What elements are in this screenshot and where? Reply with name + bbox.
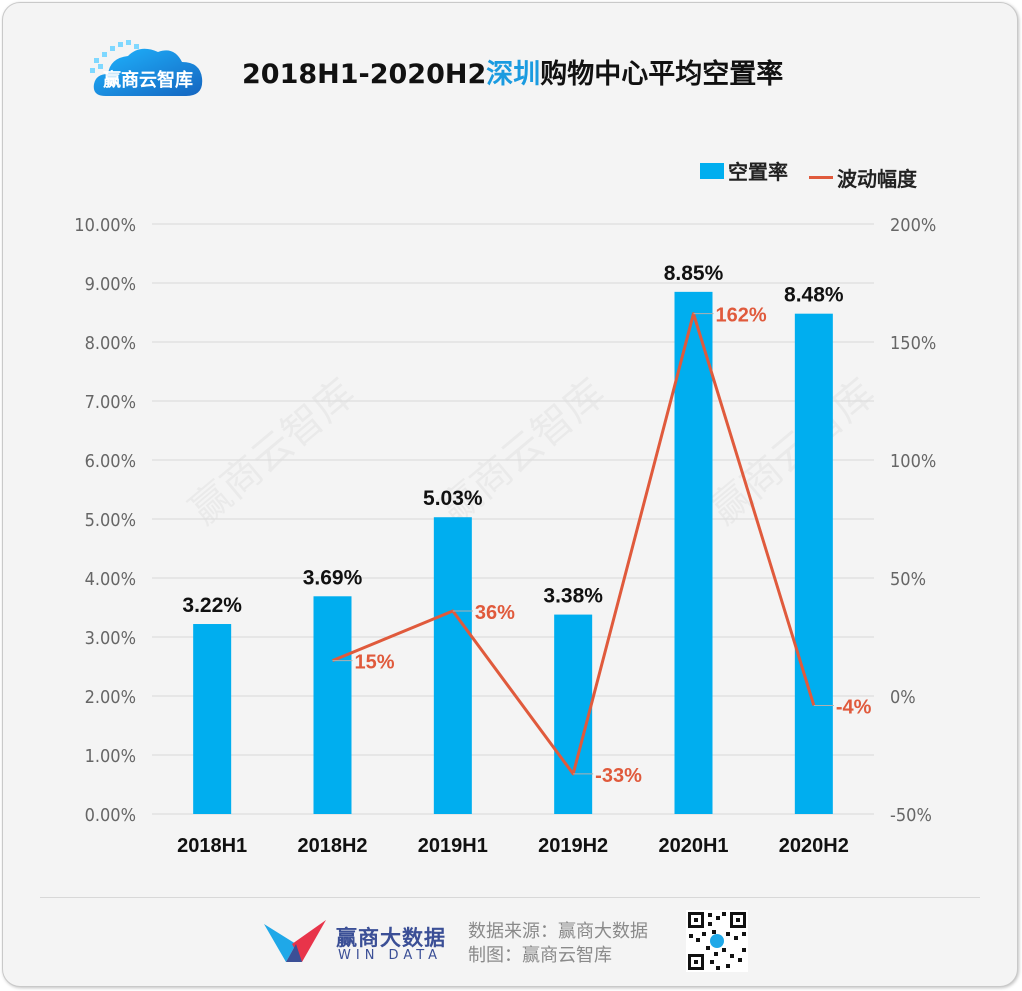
x-tick-label: 2018H1 (177, 835, 247, 857)
windata-logo-icon (264, 920, 326, 962)
line-value-label: -33% (595, 765, 642, 787)
footer-divider (40, 897, 980, 898)
y-left-tick-label: 5.00% (85, 510, 136, 531)
x-tick-label: 2018H2 (297, 835, 367, 857)
y-left-tick-label: 2.00% (85, 687, 136, 708)
bar-value-label: 3.69% (303, 566, 363, 589)
legend: 空置率 波动幅度 (700, 156, 931, 191)
y-left-tick-label: 4.00% (85, 569, 136, 590)
y-right-tick-label: -50% (890, 805, 932, 826)
y-left-tick-label: 6.00% (85, 451, 136, 472)
legend-bar-label: 空置率 (728, 160, 788, 184)
bar (674, 291, 713, 815)
x-tick-label: 2020H1 (658, 835, 728, 857)
qr-code-icon (686, 910, 748, 972)
cloud-logo-icon: 赢商云智库 (90, 40, 203, 96)
legend-item-bar: 空置率 (700, 156, 788, 185)
legend-line-label: 波动幅度 (836, 166, 917, 191)
line-value-label: -4% (836, 696, 872, 718)
footer-source: 数据来源：赢商大数据 制图：赢商云智库 (468, 920, 648, 968)
x-tick-label: 2020H2 (779, 835, 849, 857)
line-layer (331, 312, 834, 776)
y-right-tick-label: 100% (890, 451, 936, 472)
source-text: 数据来源：赢商大数据 (468, 921, 648, 942)
title-highlight: 深圳 (486, 59, 541, 90)
title-part1: 2018H1-2020H2 (242, 59, 487, 90)
y-left-tick-label: 1.00% (85, 746, 136, 767)
x-tick-label: 2019H1 (418, 835, 488, 857)
line-value-label: 15% (355, 652, 395, 674)
line-value-label: 36% (475, 602, 515, 624)
bar-value-label: 8.85% (664, 262, 724, 285)
y-right-tick-label: 200% (890, 215, 936, 236)
bar (554, 614, 593, 814)
legend-line-swatch (808, 175, 833, 179)
y-left-tick-label: 8.00% (85, 333, 136, 354)
logo-text: 赢商云智库 (103, 69, 193, 91)
bar-value-label: 3.38% (543, 585, 603, 608)
line-value-label: 162% (716, 305, 767, 327)
y-left-tick-label: 0.00% (85, 805, 136, 826)
made-by-text: 制图：赢商云智库 (468, 945, 612, 966)
y-left-tick-label: 7.00% (85, 392, 136, 413)
footer-brand-cn: 赢商大数据 (336, 926, 446, 950)
y-right-tick-label: 150% (890, 333, 936, 354)
legend-bar-swatch (700, 162, 724, 179)
y-left-tick-label: 3.00% (85, 628, 136, 649)
y-right-tick-label: 0% (890, 687, 916, 708)
x-tick-label: 2019H2 (538, 835, 608, 857)
legend-item-line: 波动幅度 (808, 163, 917, 192)
y-left-tick-label: 10.00% (74, 215, 136, 236)
chart-title: 2018H1-2020H2深圳购物中心平均空置率 (242, 52, 783, 91)
bar-layer (193, 291, 833, 815)
bar (433, 517, 472, 814)
y-left-tick-label: 9.00% (85, 274, 136, 295)
y-right-tick-label: 50% (890, 569, 926, 590)
bar-value-label: 5.03% (423, 487, 483, 510)
label-layer: 0.00% 1.00% 2.00% 3.00% 4.00% 5.00% 6.00% 7.00%… (74, 215, 936, 857)
bar-value-label: 3.22% (182, 594, 242, 617)
grid-layer (152, 223, 874, 815)
title-part2: 购物中心平均空置率 (540, 59, 784, 90)
bar (794, 313, 833, 814)
bar-value-label: 8.48% (784, 284, 844, 307)
footer-brand-en: WIN DATA (338, 948, 443, 963)
bar (313, 596, 352, 814)
bar (193, 624, 232, 814)
